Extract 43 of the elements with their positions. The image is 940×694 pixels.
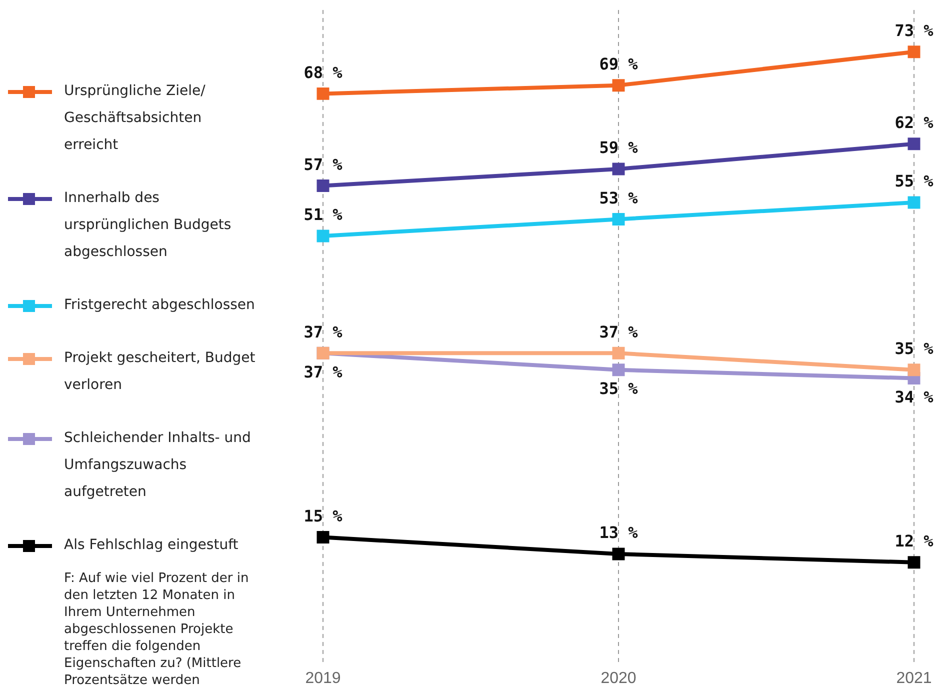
data-label: 37 % <box>599 322 638 342</box>
data-label: 15 % <box>304 506 343 526</box>
legend-label: Ursprüngliche Ziele/ Geschäftsabsichten erreicht <box>64 82 206 155</box>
point <box>612 79 625 92</box>
x-tick-label: 2021 <box>896 670 932 687</box>
legend-label: Innerhalb des ursprünglichen Budgets abgeschlossen <box>64 189 232 262</box>
data-label: 35 % <box>599 379 638 398</box>
point <box>612 548 625 560</box>
legend-label: Schleichender Inhalts- und Umfangszuwachs aufgetreten <box>64 429 252 502</box>
data-label: 73 % <box>894 21 934 40</box>
point <box>612 212 625 226</box>
point <box>908 364 920 376</box>
point <box>908 196 920 209</box>
data-label: 68 % <box>304 62 343 82</box>
point <box>908 556 920 569</box>
data-label: 62 % <box>894 113 934 132</box>
point <box>908 46 920 58</box>
data-label: 35 % <box>894 339 934 358</box>
x-tick-label: 2020 <box>600 670 636 687</box>
point <box>316 230 330 242</box>
data-label: 55 % <box>894 172 934 191</box>
data-label: 13 % <box>599 523 638 542</box>
annotation: F: Auf wie viel Prozent der in den letzten 12 Monaten in Ihrem Unternehmen abgeschlossenen Projekte treffen die folgenden Eigenschaften zu? (Mittlere Prozentsätze werden <box>64 570 250 689</box>
data-label: 51 % <box>304 205 343 224</box>
data-label: 57 % <box>304 154 343 174</box>
data-label: 12 % <box>894 532 934 551</box>
data-label: 69 % <box>599 54 638 74</box>
legend-label: Als Fehlschlag eingestuft <box>64 536 238 555</box>
point <box>316 531 330 544</box>
data-label: 37 % <box>304 362 343 382</box>
point <box>316 180 330 192</box>
point <box>908 138 920 150</box>
data-label: 59 % <box>599 138 638 158</box>
point <box>316 87 330 100</box>
point <box>612 346 625 360</box>
x-tick-label: 2019 <box>305 670 341 687</box>
point <box>612 364 625 376</box>
legend-label: Fristgerecht abgeschlossen <box>64 296 255 315</box>
data-label: 53 % <box>599 188 638 208</box>
legend-label: Projekt gescheitert, Budget verloren <box>64 349 256 395</box>
point <box>612 162 625 176</box>
data-label: 34 % <box>894 387 934 406</box>
data-label: 37 % <box>304 322 343 342</box>
